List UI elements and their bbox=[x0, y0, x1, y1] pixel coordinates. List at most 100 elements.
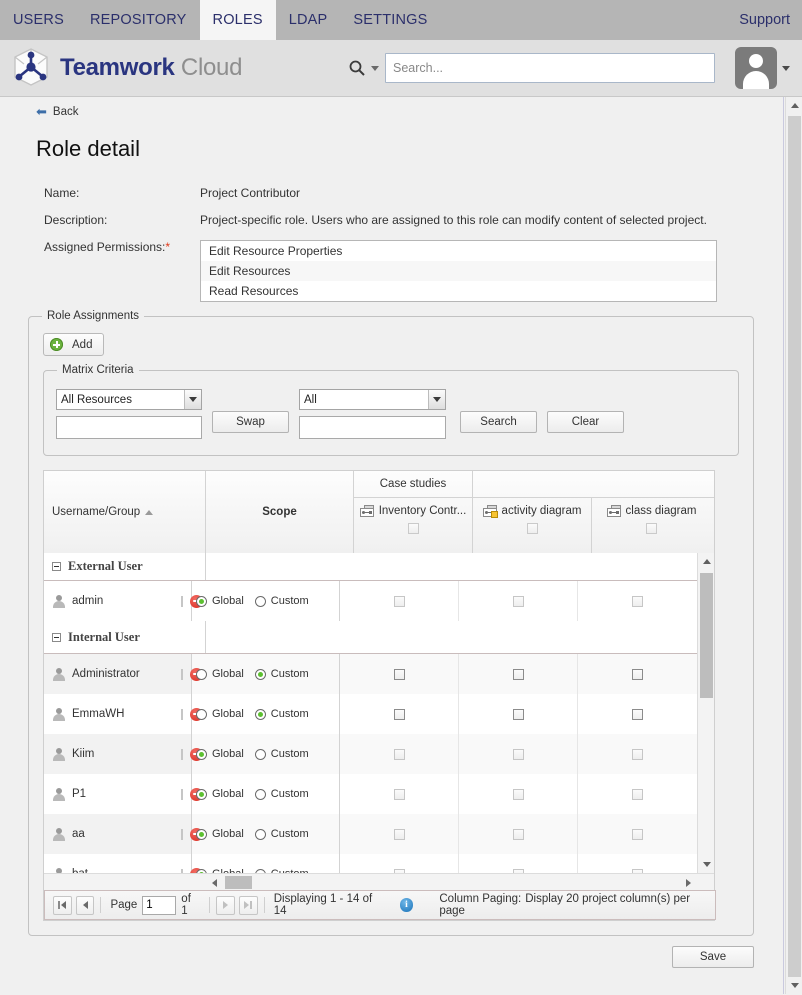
project-select-all-checkbox[interactable] bbox=[407, 523, 419, 534]
matrix-scroll-left-button[interactable] bbox=[206, 874, 223, 891]
nav-item-users[interactable]: USERS bbox=[13, 12, 64, 28]
add-button[interactable]: Add bbox=[43, 333, 105, 356]
info-icon[interactable]: i bbox=[399, 898, 414, 912]
project-permission-checkbox[interactable] bbox=[393, 868, 405, 873]
next-page-button[interactable] bbox=[216, 895, 235, 915]
project-cell[interactable] bbox=[340, 694, 459, 734]
collapse-box-icon[interactable] bbox=[52, 562, 61, 571]
page-vertical-scrollbar[interactable] bbox=[785, 97, 802, 994]
collapse-box-icon[interactable] bbox=[52, 632, 61, 642]
page-scroll-down-button[interactable] bbox=[786, 977, 802, 994]
support-link[interactable]: Support bbox=[739, 12, 790, 28]
project-cell[interactable] bbox=[340, 854, 459, 873]
project-permission-checkbox[interactable] bbox=[512, 868, 524, 873]
save-button[interactable]: Save bbox=[672, 946, 754, 968]
project-cell[interactable] bbox=[459, 581, 578, 621]
nav-item-roles[interactable]: ROLES bbox=[199, 0, 276, 40]
search-button[interactable]: Search bbox=[460, 411, 537, 433]
scope-radio-global[interactable] bbox=[196, 748, 207, 760]
search-input[interactable] bbox=[385, 53, 715, 83]
project-permission-checkbox[interactable] bbox=[393, 708, 405, 720]
table-row[interactable]: Administrator Global Custom bbox=[44, 654, 697, 694]
row-select-checkbox[interactable] bbox=[181, 828, 183, 840]
column-header-username-group[interactable]: Username/Group bbox=[44, 471, 206, 553]
matrix-horizontal-scroll-thumb[interactable] bbox=[225, 876, 252, 889]
resource-filter-input[interactable] bbox=[56, 416, 202, 439]
project-cell[interactable] bbox=[340, 774, 459, 814]
project-cell[interactable] bbox=[459, 694, 578, 734]
swap-button[interactable]: Swap bbox=[212, 411, 289, 433]
project-cell[interactable] bbox=[578, 581, 697, 621]
project-select-all-checkbox[interactable] bbox=[526, 523, 538, 534]
scope-radio-global[interactable] bbox=[196, 668, 207, 680]
scope-radio-global[interactable] bbox=[196, 788, 207, 800]
resource-type-select[interactable]: All Resources bbox=[56, 389, 202, 410]
first-page-button[interactable] bbox=[52, 895, 72, 915]
scope-radio-custom[interactable] bbox=[254, 708, 266, 720]
table-row[interactable]: EmmaWH Global Custom bbox=[44, 694, 697, 734]
last-page-button[interactable] bbox=[238, 895, 258, 915]
scope-radio-custom[interactable] bbox=[254, 595, 266, 607]
resource-type-select-value[interactable]: All Resources bbox=[56, 389, 202, 410]
scope-radio-global[interactable] bbox=[196, 828, 207, 840]
row-select-checkbox[interactable] bbox=[181, 595, 183, 607]
project-permission-checkbox[interactable] bbox=[512, 668, 524, 680]
table-row[interactable]: aa Global Custom bbox=[44, 814, 697, 854]
project-cell[interactable] bbox=[578, 854, 697, 873]
table-row[interactable]: Kiim Global Custom bbox=[44, 734, 697, 774]
page-number-input[interactable] bbox=[142, 895, 177, 915]
table-row[interactable]: bat Global Custom bbox=[44, 854, 697, 873]
avatar[interactable] bbox=[735, 47, 777, 89]
page-scroll-up-button[interactable] bbox=[786, 97, 802, 114]
project-permission-checkbox[interactable] bbox=[632, 828, 643, 840]
sort-asc-icon[interactable] bbox=[145, 509, 154, 515]
table-row[interactable]: admin Global Custom bbox=[44, 581, 697, 621]
page-scroll-thumb[interactable] bbox=[788, 116, 801, 992]
project-permission-checkbox[interactable] bbox=[632, 748, 643, 760]
project-cell[interactable] bbox=[340, 581, 459, 621]
assigned-permissions-list[interactable]: Edit Resource Properties Edit Resources … bbox=[200, 240, 717, 302]
project-select-all-checkbox[interactable] bbox=[646, 523, 657, 534]
nav-item-settings[interactable]: SETTINGS bbox=[353, 12, 428, 28]
project-cell[interactable] bbox=[459, 774, 578, 814]
project-permission-checkbox[interactable] bbox=[393, 788, 405, 800]
scope-filter-select-value[interactable]: All bbox=[299, 389, 446, 410]
list-item[interactable]: Edit Resources bbox=[201, 261, 716, 281]
row-select-checkbox[interactable] bbox=[181, 708, 183, 720]
matrix-scroll-down-button[interactable] bbox=[698, 856, 715, 873]
matrix-vertical-scrollbar[interactable] bbox=[697, 553, 714, 873]
project-cell[interactable] bbox=[578, 774, 697, 814]
resource-type-chevron-down-icon[interactable] bbox=[184, 390, 201, 409]
search-icon[interactable] bbox=[348, 59, 366, 77]
clear-button[interactable]: Clear bbox=[547, 411, 624, 433]
scope-radio-global[interactable] bbox=[196, 595, 207, 607]
list-item[interactable]: Edit Resource Properties bbox=[209, 244, 343, 258]
project-permission-checkbox[interactable] bbox=[393, 595, 405, 607]
matrix-horizontal-scrollbar[interactable] bbox=[44, 873, 714, 890]
project-permission-checkbox[interactable] bbox=[512, 595, 524, 607]
project-permission-checkbox[interactable] bbox=[632, 668, 643, 680]
nav-item-ldap[interactable]: LDAP bbox=[288, 12, 328, 28]
project-cell[interactable] bbox=[578, 734, 697, 774]
project-permission-checkbox[interactable] bbox=[393, 828, 405, 840]
scope-radio-custom[interactable] bbox=[254, 748, 266, 760]
project-permission-checkbox[interactable] bbox=[512, 708, 524, 720]
row-select-checkbox[interactable] bbox=[181, 868, 183, 873]
project-permission-checkbox[interactable] bbox=[512, 788, 524, 800]
project-permission-checkbox[interactable] bbox=[393, 748, 405, 760]
list-item[interactable]: Read Resources bbox=[209, 284, 299, 298]
project-cell[interactable] bbox=[459, 814, 578, 854]
back-link[interactable]: Back bbox=[52, 106, 79, 118]
matrix-scroll-up-button[interactable] bbox=[698, 553, 715, 570]
column-header-project-inventory-control[interactable]: Inventory Contr... bbox=[354, 498, 473, 553]
project-cell[interactable] bbox=[459, 654, 578, 694]
group-row-internal-user[interactable]: Internal User bbox=[44, 621, 697, 654]
prev-page-button[interactable] bbox=[75, 895, 95, 915]
column-header-scope[interactable]: Scope bbox=[206, 471, 354, 553]
project-cell[interactable] bbox=[578, 694, 697, 734]
project-permission-checkbox[interactable] bbox=[632, 788, 643, 800]
search-dropdown-chevron-down-icon[interactable] bbox=[371, 65, 379, 71]
account-menu[interactable] bbox=[735, 47, 790, 89]
project-cell[interactable] bbox=[578, 654, 697, 694]
scope-radio-custom[interactable] bbox=[254, 828, 266, 840]
